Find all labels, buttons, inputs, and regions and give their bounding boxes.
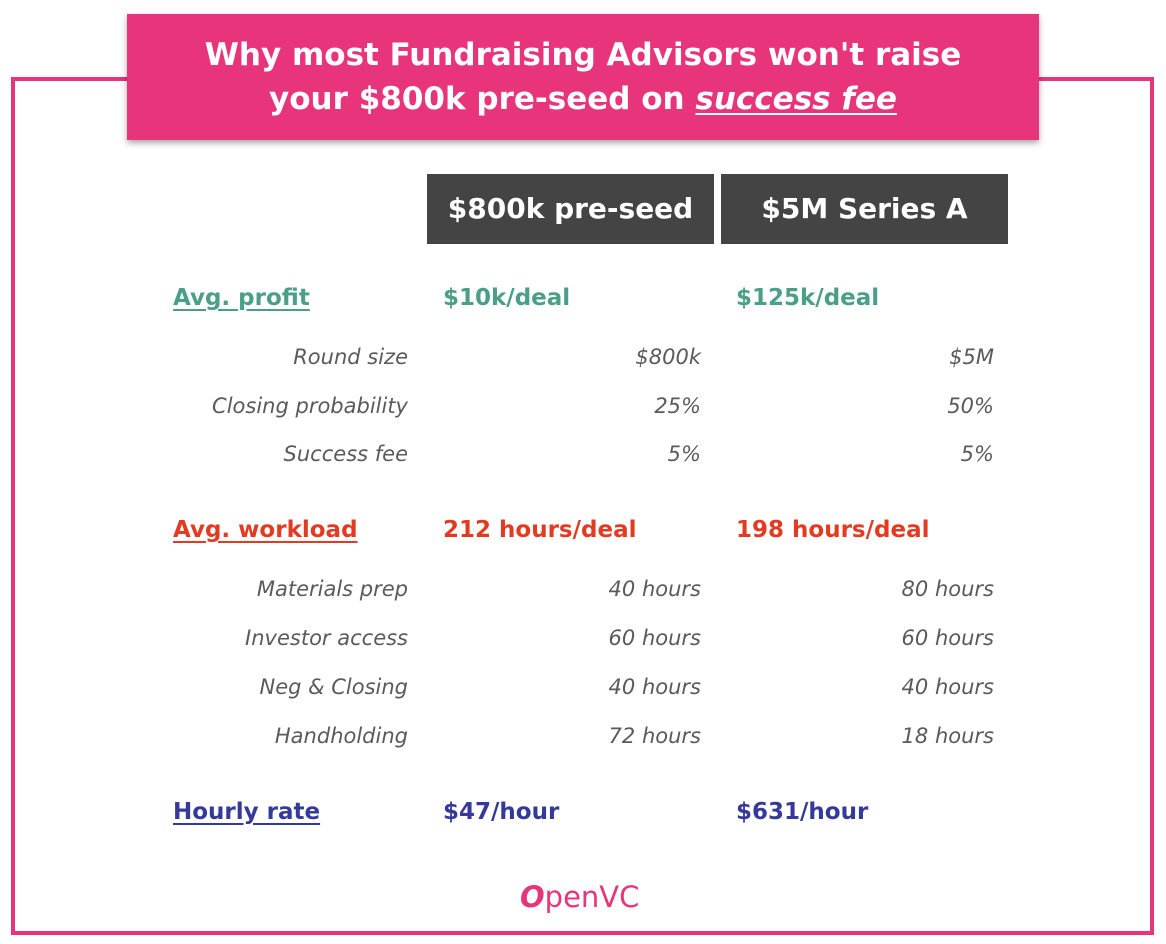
title-emphasis: success fee xyxy=(695,81,897,117)
section-label-workload: Avg. workload xyxy=(173,517,358,543)
section-label-profit: Avg. profit xyxy=(173,285,310,311)
title-line-2-prefix: your $800k pre-seed on xyxy=(269,81,696,117)
row-label: Closing probability xyxy=(212,394,408,418)
row-value-preseed: 25% xyxy=(654,394,701,418)
hourly-value-preseed: $47/hour xyxy=(443,799,560,825)
title-line-1: Why most Fundraising Advisors won't rais… xyxy=(204,37,962,73)
title-line-2: your $800k pre-seed on success fee xyxy=(127,77,1039,121)
row-value-series-a: 40 hours xyxy=(901,675,994,699)
hourly-value-series-a: $631/hour xyxy=(736,799,869,825)
openvc-logo: OpenVC xyxy=(520,880,639,914)
row-label: Round size xyxy=(293,345,408,369)
column-header-preseed: $800k pre-seed xyxy=(427,174,714,244)
column-header-series-a: $5M Series A xyxy=(721,174,1008,244)
section-label-hourly: Hourly rate xyxy=(173,799,321,825)
row-value-preseed: 40 hours xyxy=(608,577,701,601)
row-label: Success fee xyxy=(283,442,408,466)
row-value-series-a: 5% xyxy=(960,442,994,466)
workload-value-series-a: 198 hours/deal xyxy=(736,517,930,543)
row-value-series-a: $5M xyxy=(949,345,994,369)
row-value-preseed: $800k xyxy=(635,345,701,369)
row-value-series-a: 50% xyxy=(947,394,994,418)
row-label: Materials prep xyxy=(256,577,408,601)
row-label: Investor access xyxy=(245,626,408,650)
row-label: Neg & Closing xyxy=(259,675,408,699)
row-value-preseed: 40 hours xyxy=(608,675,701,699)
row-value-preseed: 60 hours xyxy=(608,626,701,650)
logo-mark-icon: O xyxy=(520,880,545,914)
row-value-series-a: 80 hours xyxy=(901,577,994,601)
profit-value-series-a: $125k/deal xyxy=(736,285,880,311)
row-value-preseed: 5% xyxy=(667,442,701,466)
row-value-series-a: 18 hours xyxy=(901,724,994,748)
row-value-series-a: 60 hours xyxy=(901,626,994,650)
title-banner: Why most Fundraising Advisors won't rais… xyxy=(127,14,1039,140)
row-label: Handholding xyxy=(274,724,408,748)
profit-value-preseed: $10k/deal xyxy=(443,285,571,311)
logo-text: penVC xyxy=(544,880,640,914)
row-value-preseed: 72 hours xyxy=(608,724,701,748)
workload-value-preseed: 212 hours/deal xyxy=(443,517,637,543)
